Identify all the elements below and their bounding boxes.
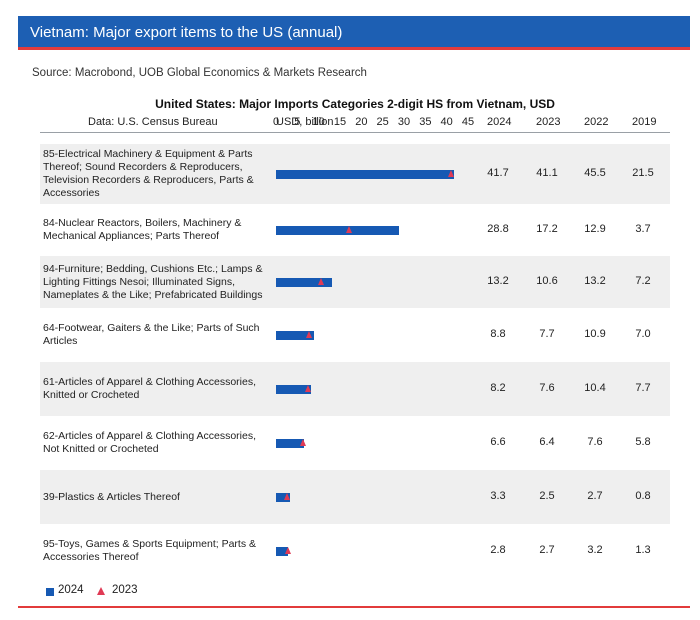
category-label: 61-Articles of Apparel & Clothing Access…: [43, 376, 257, 401]
legend-2023-marker-icon: [97, 587, 105, 595]
value-cell-2024: 3.3: [490, 490, 506, 502]
value-cell-2022: 2.7: [587, 490, 603, 502]
marker-2023: [305, 385, 312, 392]
marker-2023: [305, 331, 312, 338]
value-cell-2024: 2.8: [490, 544, 506, 556]
marker-2023: [318, 278, 325, 285]
bar-2024: [276, 384, 311, 394]
category-label: 94-Furniture; Bedding, Cushions Etc.; La…: [43, 262, 263, 301]
value-cell-2024: 41.7: [487, 167, 509, 179]
legend-2023-label: 2023: [112, 584, 138, 596]
row-band: [40, 470, 670, 524]
x-tick-label: 20: [355, 116, 368, 128]
year-header-2022: 2022: [584, 116, 609, 128]
value-cell-2023: 7.7: [539, 328, 555, 340]
value-cell-2022: 13.2: [584, 275, 606, 287]
x-tick-label: 15: [333, 116, 347, 128]
year-header-2023: 2023: [536, 116, 561, 128]
value-cell-2022: 3.2: [587, 544, 603, 556]
row-band: [40, 362, 670, 416]
value-cell-2019: 7.7: [635, 382, 651, 394]
value-cell-2019: 7.2: [635, 275, 651, 287]
x-tick-label: 5: [294, 116, 301, 128]
category-label: 95-Toys, Games & Sports Equipment; Parts…: [43, 538, 257, 563]
bar-2024: [276, 492, 291, 502]
x-tick-label: 25: [376, 116, 389, 128]
bottom-accent-line: [18, 606, 690, 608]
category-label: 84-Nuclear Reactors, Boilers, Machinery …: [43, 217, 242, 242]
value-cell-2023: 7.6: [539, 382, 555, 394]
x-tick-label: 45: [461, 116, 475, 128]
x-tick-label: 35: [419, 116, 432, 128]
legend-2024-label: 2024: [58, 584, 84, 596]
marker-2023: [300, 439, 307, 446]
bar-2024: [276, 225, 399, 235]
category-label: 39-Plastics & Articles Thereof: [43, 490, 180, 503]
source-note: Source: Macrobond, UOB Global Economics …: [32, 67, 367, 79]
legend-2024-swatch: [46, 588, 54, 596]
value-cell-2023: 10.6: [536, 275, 558, 287]
unit-label: USD, billion: [276, 116, 334, 128]
value-cell-2019: 0.8: [635, 490, 651, 502]
value-cell-2022: 45.5: [584, 167, 606, 179]
value-cell-2019: 7.0: [635, 328, 651, 340]
value-cell-2022: 10.9: [584, 328, 606, 340]
value-cell-2023: 17.2: [536, 223, 558, 235]
value-cell-2022: 12.9: [584, 223, 606, 235]
category-label: 64-Footwear, Gaiters & the Like; Parts o…: [43, 322, 260, 347]
value-cell-2022: 10.4: [584, 382, 606, 394]
value-cell-2024: 8.8: [490, 328, 506, 340]
value-cell-2024: 13.2: [487, 275, 509, 287]
value-cell-2024: 6.6: [490, 436, 506, 448]
value-cell-2019: 21.5: [632, 167, 654, 179]
category-label: 62-Articles of Apparel & Clothing Access…: [43, 430, 257, 455]
marker-2023: [448, 170, 455, 177]
value-cell-2024: 28.8: [487, 223, 509, 235]
value-cell-2024: 8.2: [490, 382, 506, 394]
x-tick-label: 40: [440, 116, 453, 128]
value-cell-2019: 1.3: [635, 544, 651, 556]
bar-2024: [276, 546, 288, 556]
category-label: 85-Electrical Machinery & Equipment & Pa…: [43, 148, 254, 199]
value-cell-2023: 6.4: [539, 436, 555, 448]
marker-2023: [283, 493, 290, 500]
bar-2024: [276, 277, 333, 287]
page-title: Vietnam: Major export items to the US (a…: [18, 16, 690, 50]
year-header-2019: 2019: [632, 116, 657, 128]
header-divider: [40, 132, 670, 133]
year-header-2024: 2024: [487, 116, 512, 128]
bar-2024: [276, 330, 314, 340]
value-cell-2019: 3.7: [635, 223, 651, 235]
bar-2024: [276, 438, 305, 448]
marker-2023: [346, 226, 353, 233]
x-tick-label: 30: [397, 116, 411, 128]
value-cell-2019: 5.8: [635, 436, 651, 448]
marker-2023: [284, 547, 291, 554]
value-cell-2023: 2.5: [539, 490, 555, 502]
value-cell-2023: 2.7: [539, 544, 555, 556]
row-band: [40, 256, 670, 308]
chart-title: United States: Major Imports Categories …: [155, 97, 555, 111]
value-cell-2022: 7.6: [587, 436, 603, 448]
x-tick-label: 10: [312, 116, 325, 128]
data-note: Data: U.S. Census Bureau: [88, 116, 218, 128]
bar-2024: [276, 169, 454, 179]
x-tick-label: 0: [272, 116, 280, 128]
value-cell-2023: 41.1: [536, 167, 558, 179]
